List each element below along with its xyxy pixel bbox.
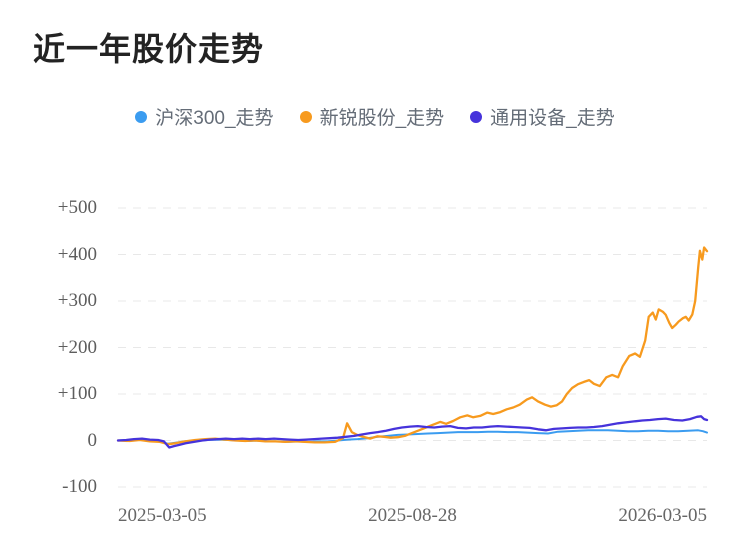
- y-axis-tick-label: +500: [57, 197, 97, 218]
- legend-item-csi300[interactable]: 沪深300_走势: [135, 103, 274, 130]
- legend-label: 沪深300_走势: [155, 108, 274, 129]
- chart-legend: 沪深300_走势 新锐股份_走势 通用设备_走势: [0, 103, 750, 130]
- page-title: 近一年股价走势: [33, 31, 265, 67]
- series-line-通用设备_走势: [116, 415, 709, 449]
- y-axis-tick-label: 0: [87, 430, 98, 451]
- legend-item-general-equipment[interactable]: 通用设备_走势: [470, 103, 615, 130]
- legend-dot-icon: [470, 110, 483, 123]
- legend-label: 新锐股份_走势: [319, 108, 445, 129]
- y-axis-tick-label: -100: [62, 476, 97, 497]
- legend-label: 通用设备_走势: [490, 108, 615, 129]
- x-axis-tick-label: 2025-08-28: [368, 505, 457, 526]
- legend-dot-icon: [135, 110, 148, 123]
- y-axis-tick-label: +400: [57, 244, 97, 265]
- y-axis-tick-label: +100: [57, 383, 97, 404]
- legend-dot-icon: [299, 110, 312, 123]
- y-axis-tick-label: +300: [57, 290, 97, 311]
- y-axis-tick-label: +200: [57, 337, 97, 358]
- legend-item-xinrui[interactable]: 新锐股份_走势: [299, 103, 445, 130]
- x-axis-tick-label: 2025-03-05: [118, 505, 207, 526]
- x-axis-tick-label: 2026-03-05: [618, 505, 707, 526]
- series-line-新锐股份_走势: [116, 246, 709, 446]
